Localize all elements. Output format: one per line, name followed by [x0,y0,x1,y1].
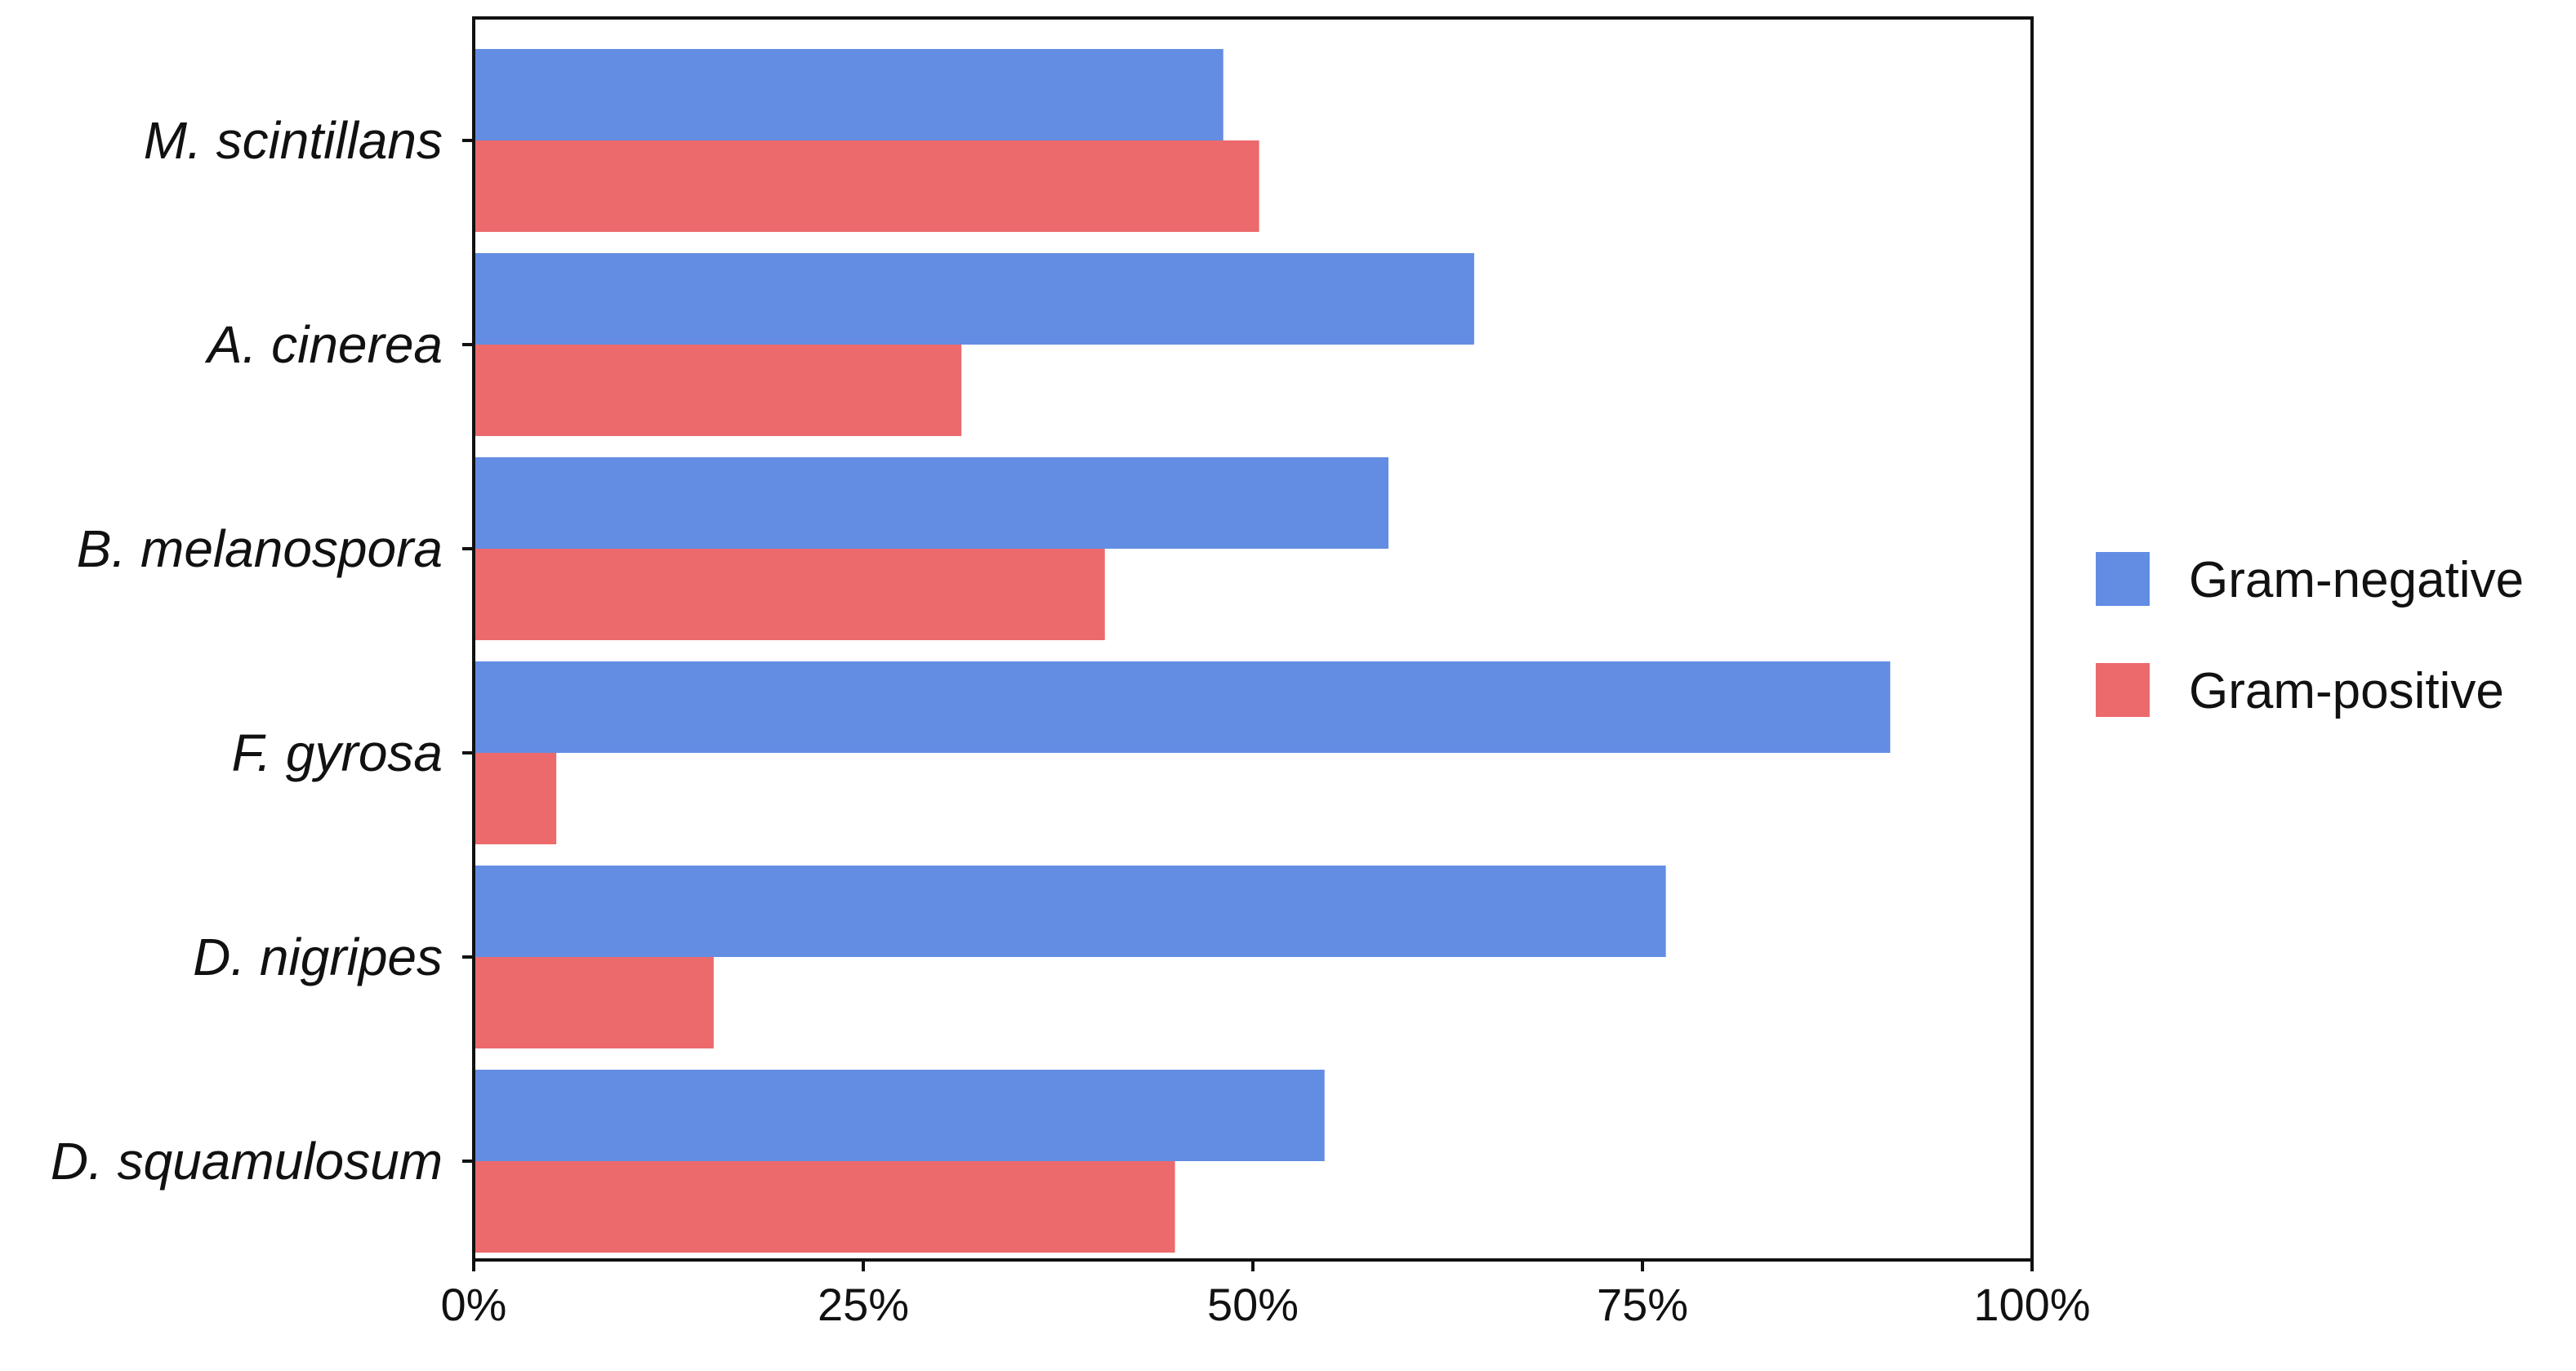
x-tick-label: 25% [818,1279,909,1330]
y-tick-label: M. scintillans [144,111,443,170]
x-tick-label: 50% [1207,1279,1299,1330]
bar-gram-positive-4 [474,957,714,1048]
bar-gram-negative-0 [474,49,1223,140]
bar-gram-positive-0 [474,140,1259,232]
legend-label-gram-positive: Gram-positive [2189,663,2504,719]
legend: Gram-negative Gram-positive [2096,552,2524,719]
x-tick-label: 0% [441,1279,507,1330]
bar-gram-negative-5 [474,1070,1325,1161]
legend-swatch-gram-negative [2096,552,2150,606]
x-tick-label: 75% [1597,1279,1688,1330]
bars-group [474,49,1891,1253]
y-tick-label: A. cinerea [204,315,443,374]
bar-gram-positive-3 [474,753,557,844]
x-axis: 0% 25% 50% 75% 100% [441,1260,2091,1330]
x-tick-label: 100% [1973,1279,2090,1330]
bar-gram-positive-2 [474,549,1105,640]
y-tick-label: B. melanospora [77,519,443,578]
bar-gram-positive-1 [474,345,962,436]
bar-gram-negative-3 [474,661,1891,753]
y-axis: M. scintillans A. cinerea B. melanospora F.… [51,111,474,1191]
y-tick-label: F. gyrosa [232,723,443,782]
bar-gram-positive-5 [474,1161,1175,1253]
bar-gram-negative-4 [474,866,1666,957]
bar-gram-negative-2 [474,457,1388,549]
legend-label-gram-negative: Gram-negative [2189,552,2524,608]
y-tick-label: D. squamulosum [51,1132,443,1191]
legend-swatch-gram-positive [2096,663,2150,717]
bar-gram-negative-1 [474,253,1474,345]
y-tick-label: D. nigripes [193,928,443,986]
